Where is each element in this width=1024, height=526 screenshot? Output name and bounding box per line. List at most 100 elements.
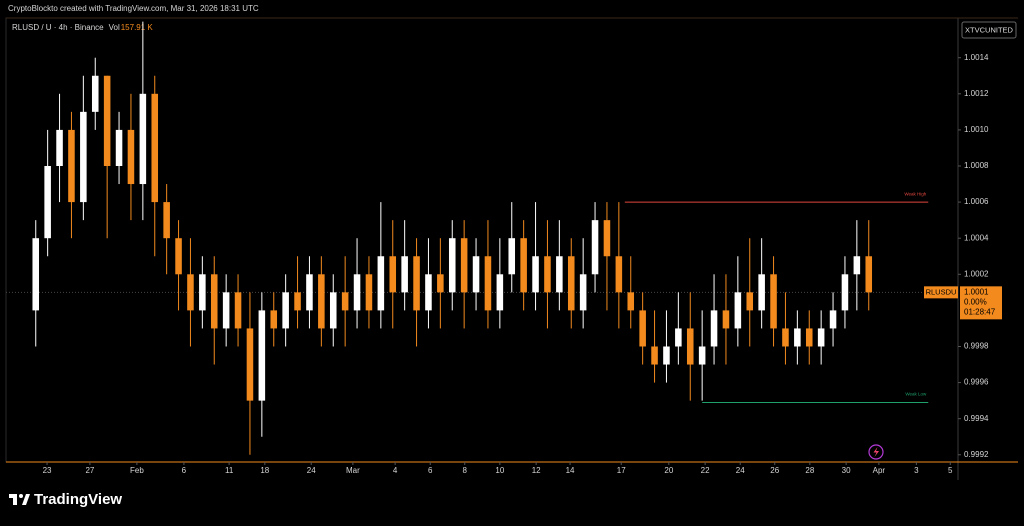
price-tag-value: 1.0001 [964,287,989,296]
x-tick-label: 26 [770,466,779,475]
x-tick-label: 30 [842,466,851,475]
plot-area [5,17,959,463]
candle [282,274,289,347]
candle-body [377,256,385,311]
candle [496,238,504,329]
candle-body [782,328,789,347]
candle-body [734,292,742,329]
candle-body [329,292,337,329]
exchange-badge [961,21,1017,39]
candle-body [686,328,694,365]
x-tick-label: 14 [566,466,575,475]
candle [722,274,730,365]
candle-body [139,93,147,185]
candle-body [103,75,111,166]
candle-body [496,274,504,311]
x-tick-label: 22 [701,466,710,475]
candle-body [758,274,765,311]
candle [579,238,587,329]
lightning-icon [868,444,884,460]
price-tag-countdown: 01:28:47 [964,307,996,316]
candle [187,238,194,347]
x-tick-label: 28 [805,466,814,475]
candle-body [80,111,87,203]
candle [603,202,611,311]
candle-body [663,346,670,365]
symbol-tag [924,286,958,299]
candle [139,21,147,221]
candle-body [175,238,182,275]
candle [615,202,623,329]
x-tick-label: 10 [495,466,504,475]
candle-body [91,75,99,112]
candle [686,292,694,401]
candle-body [437,274,444,293]
symbol-tag-text: RLUSDU [926,287,957,296]
candle [91,57,99,130]
candle [294,256,301,329]
candle-body [817,328,825,347]
y-tick-label: 1.0014 [964,53,989,62]
candle-body [698,346,706,365]
candle-body [508,238,516,275]
y-tick-label: 1.0010 [964,125,989,134]
y-tick-label: 1.0004 [964,233,989,242]
candle-body [127,129,135,185]
y-tick-label: 0.9998 [964,342,989,351]
candle [389,220,397,329]
candle [258,292,266,437]
candle [448,220,456,311]
x-tick-label: Feb [130,466,144,475]
candle-body [805,328,813,347]
candle [163,184,170,275]
candle [841,256,849,329]
candle-body [32,238,40,311]
candle-body [603,220,611,257]
candle-body [556,256,563,293]
y-tick-label: 0.9992 [964,450,989,459]
candle [377,202,385,329]
candle-body [258,310,266,401]
x-tick-label: 23 [43,466,52,475]
x-tick-label: 11 [225,466,234,475]
candle-body [151,93,159,203]
candle-body [294,292,301,311]
candle-body [353,274,361,311]
candle-body [187,274,194,311]
candle [651,310,658,383]
candle [460,220,468,329]
y-tick-label: 1.0008 [964,161,989,170]
candle [365,256,373,329]
candle-body [484,256,492,311]
price-tag-change: 0.00% [964,297,987,306]
candle [270,292,278,347]
x-tick-label: 20 [664,466,673,475]
y-tick-label: 0.9996 [964,378,989,387]
x-tick-label: 12 [532,466,541,475]
candle-body [841,274,849,311]
candle-body [615,256,623,293]
candle [199,256,206,329]
candle-body [234,292,242,329]
candle [805,310,813,365]
candle [56,93,63,203]
candle [520,220,527,311]
candle [306,256,313,329]
candle [222,274,230,347]
level-label: Weak High [904,191,926,196]
header-title: CryptoBlockto created with TradingView.c… [8,4,259,13]
candle [413,238,420,347]
x-tick-label: 3 [914,466,919,475]
candle [341,256,349,347]
candle-body [710,310,718,347]
x-tick-label: 8 [463,466,468,475]
candle-body [532,256,539,293]
x-tick-label: 18 [260,466,269,475]
x-tick-label: 27 [85,466,94,475]
candle-body [627,292,635,311]
y-tick-label: 0.9994 [964,414,989,423]
y-tick-label: 1.0002 [964,269,989,278]
volume-label: Vol [109,23,120,32]
candle [425,238,432,329]
candle-body [56,129,63,166]
